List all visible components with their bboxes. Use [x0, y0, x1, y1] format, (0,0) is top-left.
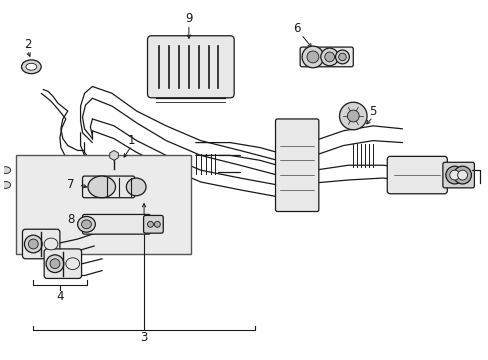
Ellipse shape: [66, 258, 80, 270]
Circle shape: [457, 170, 467, 180]
FancyBboxPatch shape: [82, 176, 135, 198]
FancyBboxPatch shape: [147, 36, 234, 98]
Ellipse shape: [81, 220, 91, 229]
Circle shape: [302, 46, 323, 68]
Text: 8: 8: [67, 213, 74, 226]
Circle shape: [320, 48, 338, 66]
Ellipse shape: [21, 60, 41, 74]
Text: 6: 6: [293, 22, 300, 35]
Circle shape: [449, 170, 459, 180]
FancyBboxPatch shape: [82, 215, 150, 234]
Ellipse shape: [26, 63, 37, 70]
Ellipse shape: [126, 178, 146, 196]
Ellipse shape: [28, 239, 38, 249]
Circle shape: [453, 166, 470, 184]
FancyBboxPatch shape: [442, 162, 473, 188]
Circle shape: [324, 52, 334, 62]
Ellipse shape: [24, 235, 42, 253]
FancyBboxPatch shape: [22, 229, 60, 259]
Text: 7: 7: [67, 179, 74, 192]
Circle shape: [346, 110, 359, 122]
Bar: [16, 156, 190, 254]
Circle shape: [339, 102, 366, 130]
Ellipse shape: [50, 259, 60, 269]
FancyBboxPatch shape: [300, 47, 352, 67]
Text: 1: 1: [128, 134, 135, 147]
Ellipse shape: [1, 167, 11, 174]
Circle shape: [306, 51, 318, 63]
Ellipse shape: [44, 238, 58, 250]
FancyBboxPatch shape: [275, 119, 318, 212]
Ellipse shape: [78, 216, 95, 232]
FancyBboxPatch shape: [386, 156, 447, 194]
Ellipse shape: [46, 255, 64, 273]
FancyBboxPatch shape: [143, 215, 163, 233]
Circle shape: [154, 221, 160, 227]
FancyBboxPatch shape: [44, 249, 81, 278]
Circle shape: [445, 166, 463, 184]
Circle shape: [335, 50, 348, 64]
Circle shape: [147, 221, 153, 227]
Ellipse shape: [1, 181, 11, 188]
Text: 2: 2: [23, 38, 31, 51]
Ellipse shape: [88, 176, 115, 198]
Circle shape: [338, 53, 346, 61]
Text: 4: 4: [56, 290, 63, 303]
Text: 5: 5: [368, 105, 376, 118]
Text: 9: 9: [185, 12, 192, 25]
Text: 3: 3: [140, 331, 147, 344]
